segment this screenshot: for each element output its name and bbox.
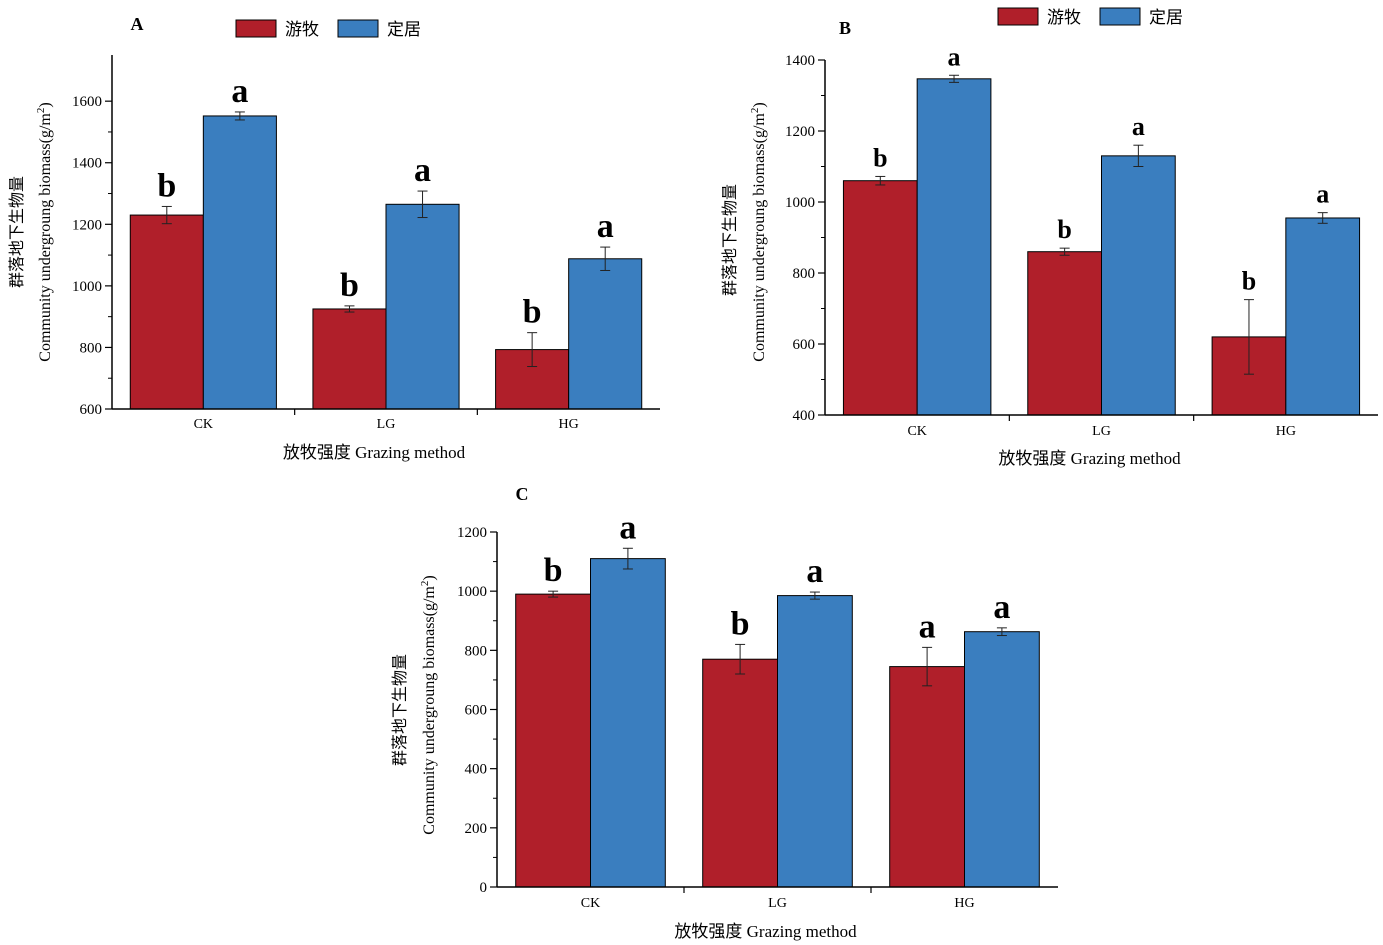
- y-tick-label: 400: [465, 762, 488, 778]
- bar-settled-lg: [1101, 155, 1176, 416]
- significance-label: a: [414, 152, 431, 189]
- x-tick-label-hg: HG: [559, 417, 579, 432]
- chart-panel-b: Bb a CK b a LG b a HG 400 600 800 1000 1200 1400 放牧强度 G…: [721, 7, 1378, 468]
- significance-label: b: [523, 294, 542, 331]
- x-axis-title: 放牧强度 Grazing method: [998, 449, 1181, 468]
- bar-settled-hg: [964, 631, 1040, 888]
- y-tick-label: 1600: [72, 94, 102, 110]
- x-tick-label-hg: HG: [954, 896, 974, 911]
- y-axis-title-en: Community undergroung biomass(g/m2): [35, 102, 54, 361]
- bar-nomadic-ck: [515, 593, 592, 888]
- y-tick-label: 600: [793, 337, 816, 353]
- y-axis-title-en-main: Community undergroung biomass(g/m: [751, 113, 768, 362]
- legend: 游牧 定居: [235, 19, 421, 40]
- significance-label: a: [948, 42, 961, 71]
- y-tick-label: 1400: [785, 53, 815, 69]
- y-axis-title-en-main: Community undergroung biomass(g/m: [421, 586, 438, 835]
- legend-label-nomadic: 游牧: [285, 20, 319, 40]
- y-axis-title-en: Community undergroung biomass(g/m2): [419, 575, 438, 834]
- panel-label: C: [516, 484, 529, 504]
- x-axis-title: 放牧强度 Grazing method: [283, 443, 466, 462]
- x-tick-label-ck: CK: [907, 424, 926, 439]
- y-axis-title-cn: 群落地下生物量: [8, 176, 26, 288]
- x-tick-label-lg: LG: [768, 896, 787, 911]
- y-tick-label: 1000: [457, 584, 487, 600]
- significance-label: a: [993, 589, 1010, 626]
- legend-label-settled: 定居: [1149, 8, 1183, 28]
- significance-label: b: [731, 605, 750, 642]
- y-tick-label: 600: [465, 703, 488, 719]
- bar-nomadic-lg: [1027, 251, 1103, 416]
- y-tick-label: 800: [793, 266, 816, 282]
- x-tick-label-lg: LG: [1092, 424, 1111, 439]
- chart-panel-a: Ab a CK b a LG b a HG 600 800 1000 1200 1400 1600 放牧强度 …: [8, 14, 660, 462]
- legend: 游牧 定居: [997, 7, 1183, 28]
- x-tick-label-hg: HG: [1276, 424, 1296, 439]
- y-axis-title-en: Community undergroung biomass(g/m2): [749, 102, 768, 361]
- bar-nomadic-ck: [129, 214, 204, 410]
- y-axis-title-cn: 群落地下生物量: [391, 654, 409, 766]
- significance-label: b: [1242, 267, 1256, 296]
- x-axis-title: 放牧强度 Grazing method: [674, 922, 857, 941]
- bar-nomadic-hg: [889, 666, 966, 888]
- panel-label: A: [131, 14, 144, 34]
- y-tick-label: 1000: [72, 279, 102, 295]
- y-tick-label: 800: [80, 340, 103, 356]
- y-axis-title-en-sup: 2: [419, 581, 431, 587]
- y-axis-title-en-end: ): [37, 102, 54, 107]
- bar-nomadic-lg: [702, 658, 779, 888]
- y-axis-title-en-sup: 2: [35, 108, 47, 114]
- bar-settled-lg: [385, 203, 460, 410]
- y-tick-label: 1400: [72, 156, 102, 172]
- significance-label: a: [619, 509, 636, 546]
- bar-settled-hg: [1285, 217, 1361, 416]
- bar-nomadic-ck: [842, 180, 918, 416]
- x-tick-label-lg: LG: [377, 417, 396, 432]
- legend-swatch-nomadic: [997, 7, 1039, 26]
- y-tick-label: 400: [793, 408, 816, 424]
- significance-label: b: [544, 552, 563, 589]
- significance-label: a: [597, 208, 614, 245]
- significance-label: a: [806, 553, 823, 590]
- y-tick-label: 1000: [785, 195, 815, 211]
- bar-nomadic-lg: [312, 308, 387, 410]
- significance-label: a: [1316, 180, 1329, 209]
- legend-label-nomadic: 游牧: [1047, 8, 1081, 28]
- bar-settled-ck: [202, 115, 277, 410]
- significance-label: a: [1132, 112, 1145, 141]
- x-tick-label-ck: CK: [581, 896, 600, 911]
- legend-swatch-settled: [1099, 7, 1141, 26]
- significance-label: a: [231, 73, 248, 110]
- y-tick-label: 800: [465, 643, 488, 659]
- bar-settled-ck: [916, 78, 992, 416]
- y-axis-title-en-main: Community undergroung biomass(g/m: [37, 113, 54, 362]
- significance-label: b: [157, 167, 176, 204]
- y-tick-label: 600: [80, 402, 103, 418]
- legend-label-settled: 定居: [387, 20, 421, 40]
- y-tick-label: 200: [465, 821, 488, 837]
- legend-swatch-nomadic: [235, 19, 277, 38]
- x-tick-label-ck: CK: [194, 417, 213, 432]
- significance-label: b: [340, 267, 359, 304]
- y-tick-label: 1200: [785, 124, 815, 140]
- chart-panel-c: Cb a CK b a LG a a HG 0 200 400 600 800 1000 1200 放牧强度 G…: [391, 484, 1058, 941]
- significance-label: a: [919, 608, 936, 645]
- y-axis-title-en-sup: 2: [749, 108, 761, 114]
- y-tick-label: 1200: [457, 525, 487, 541]
- significance-label: b: [873, 143, 887, 172]
- y-axis-title-cn: 群落地下生物量: [721, 184, 739, 296]
- bar-settled-lg: [777, 595, 853, 888]
- y-tick-label: 1200: [72, 217, 102, 233]
- bar-settled-ck: [590, 558, 666, 888]
- y-tick-label: 0: [480, 880, 488, 896]
- panel-label: B: [839, 18, 851, 38]
- legend-swatch-settled: [337, 19, 379, 38]
- y-axis-title-en-end: ): [421, 575, 438, 580]
- significance-label: b: [1057, 215, 1071, 244]
- y-axis-title-en-end: ): [751, 102, 768, 107]
- bar-settled-hg: [568, 258, 643, 410]
